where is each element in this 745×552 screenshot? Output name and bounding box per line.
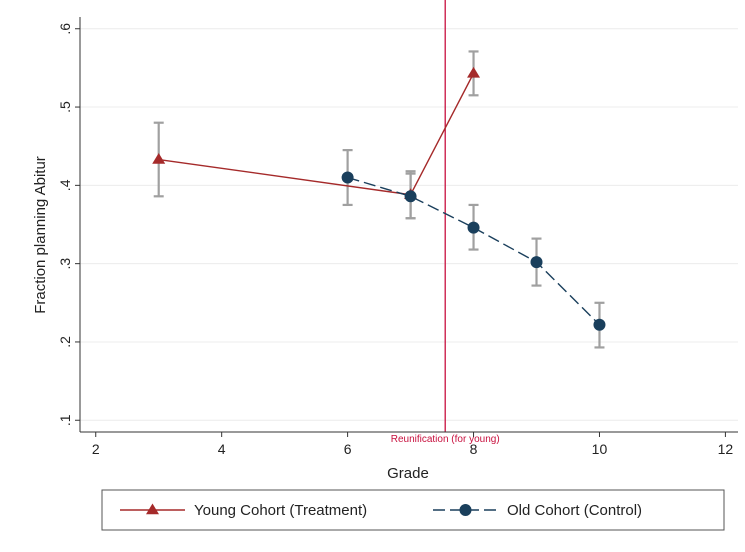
x-axis-title: Grade: [387, 465, 429, 482]
y-tick-label: .2: [57, 336, 73, 348]
x-tick-label: 4: [218, 441, 226, 457]
y-tick-label: .3: [57, 258, 73, 270]
axes-layer: .1 .2 .3 .4 .5 .6 2 4 6 8 10 12: [57, 17, 738, 457]
data-point: [467, 66, 481, 78]
x-tick-label: 2: [92, 441, 100, 457]
legend-label-0: Young Cohort (Treatment): [194, 502, 367, 519]
grid-layer: [80, 28, 738, 421]
legend-box: [101, 489, 725, 531]
x-tick-label: 8: [470, 441, 478, 457]
data-point: [341, 171, 354, 184]
reference-line-label: Reunification (for young): [391, 434, 500, 445]
legend: Young Cohort (Treatment) Old Cohort (Cont…: [101, 489, 725, 531]
data-point: [530, 256, 543, 269]
y-axis-title: Fraction planning Abitur: [32, 156, 49, 314]
legend-swatch-marker-0: [146, 503, 159, 515]
y-tick-label: .6: [57, 23, 73, 35]
x-tick-label: 6: [344, 441, 352, 457]
y-tick-label: .5: [57, 101, 73, 113]
x-tick-label: 12: [718, 441, 734, 457]
data-point: [404, 190, 417, 203]
data-point: [593, 318, 606, 331]
data-point: [467, 221, 480, 234]
legend-label-1: Old Cohort (Control): [507, 502, 642, 519]
reference-line-layer: Reunification (for young): [391, 0, 500, 445]
y-tick-label: .4: [57, 179, 73, 191]
y-tick-label: .1: [57, 414, 73, 426]
series-layer: [152, 66, 606, 331]
x-tick-label: 10: [592, 441, 608, 457]
legend-swatch-marker-1: [459, 504, 472, 516]
data-point: [152, 153, 166, 164]
